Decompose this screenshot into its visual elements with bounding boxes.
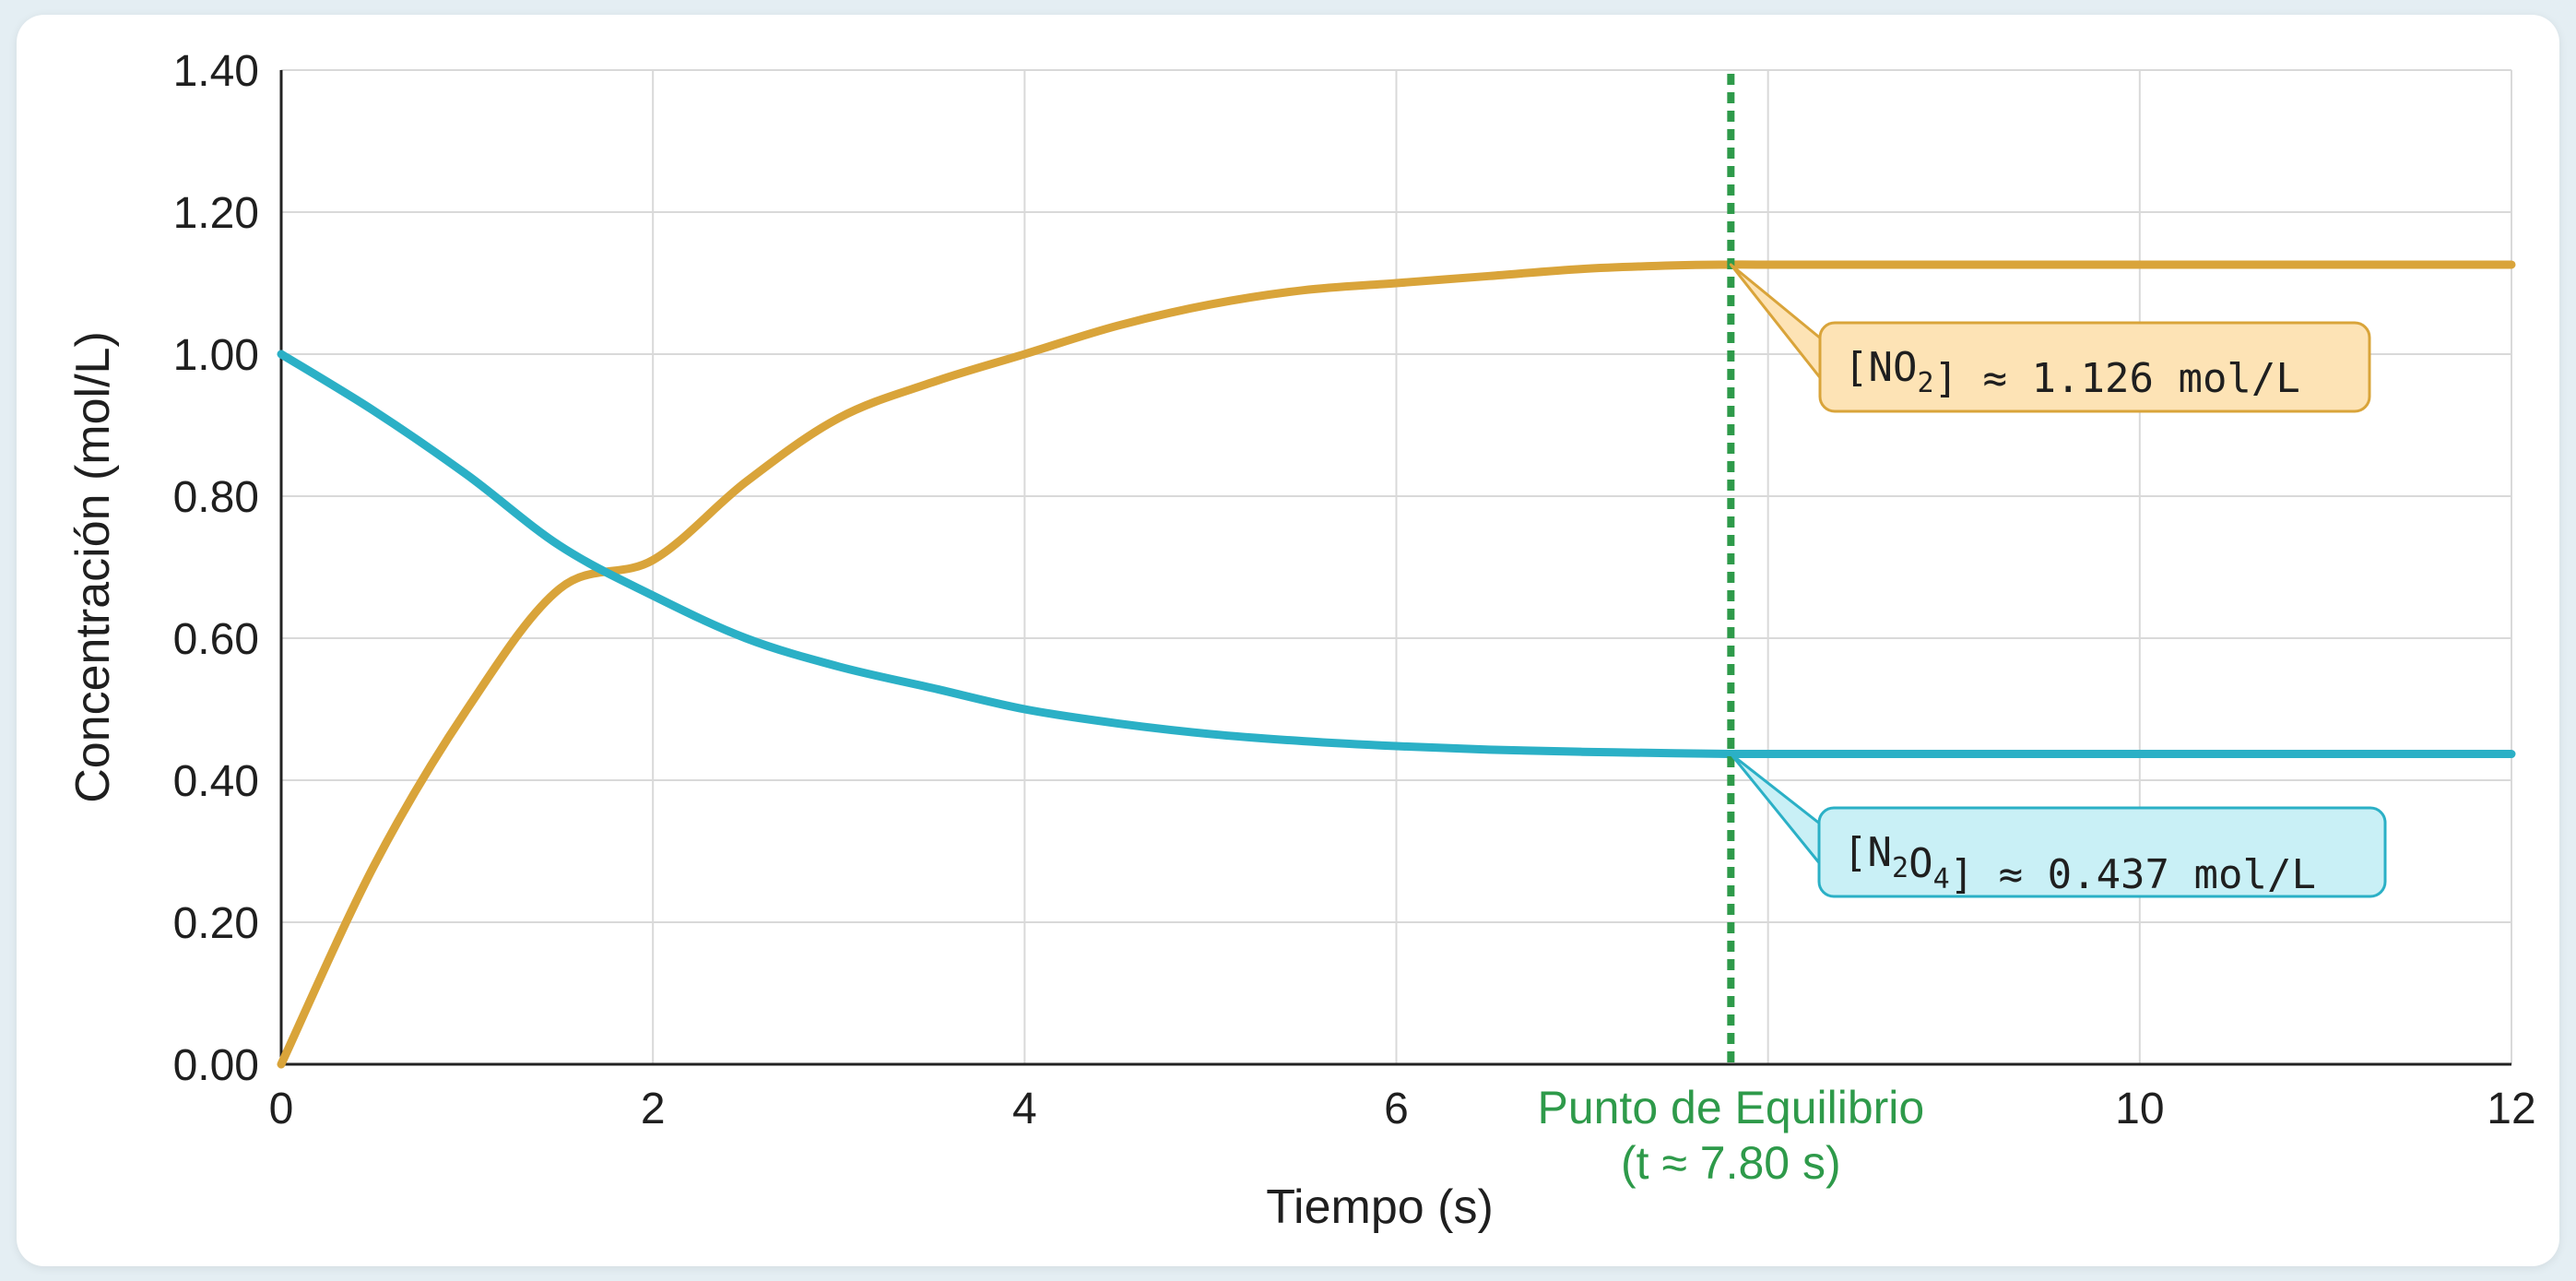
callout-box	[1818, 321, 2371, 413]
callout-0: [NO2] ≈ 1.126 mol/L	[1729, 263, 2371, 413]
series-line-0	[277, 260, 2516, 1069]
x-tick-label: 12	[2487, 1085, 2535, 1133]
callout-pointer	[1729, 263, 1824, 382]
callout-1: [N2O4] ≈ 0.437 mol/L	[1729, 753, 2387, 898]
x-tick-label: 10	[2115, 1085, 2164, 1133]
callout-pointer	[1729, 753, 1823, 867]
x-tick-label: 4	[1012, 1085, 1037, 1133]
axes	[279, 70, 2511, 1066]
y-tick-label: 0.40	[173, 757, 259, 806]
y-tick-label: 0.60	[173, 615, 259, 664]
y-tick-label: 1.00	[173, 331, 259, 380]
y-tick-label: 1.40	[173, 47, 259, 96]
callout-text: [N2O4] ≈ 0.437 mol/L	[1843, 829, 2316, 898]
x-axis-title: Tiempo (s)	[1266, 1180, 1494, 1234]
x-tick-label: 2	[641, 1085, 666, 1133]
y-tick-label: 0.20	[173, 899, 259, 948]
callouts: [NO2] ≈ 1.126 mol/L [N2O4] ≈ 0.437 mol/L	[1729, 263, 2387, 898]
y-tick-label: 0.80	[173, 473, 259, 522]
equilibrium-label-line1: Punto de Equilibrio	[1537, 1082, 1924, 1133]
y-axis-title: Concentración (mol/L)	[66, 331, 120, 803]
callout-box	[1817, 806, 2387, 898]
y-tick-labels: 0.00 0.20 0.40 0.60 0.80 1.00 1.20 1.40	[173, 47, 259, 1090]
equilibrium-marker: Punto de Equilibrio (t ≈ 7.80 s)	[1537, 74, 1924, 1189]
y-tick-label: 0.00	[173, 1041, 259, 1090]
series-lines	[277, 260, 2516, 1069]
x-tick-label: 6	[1384, 1085, 1409, 1133]
series-line-1	[277, 350, 2516, 759]
callout-text: [NO2] ≈ 1.126 mol/L	[1844, 344, 2300, 402]
x-tick-labels: 0 2 4 6 10 12	[269, 1085, 2536, 1133]
x-tick-label: 0	[269, 1085, 294, 1133]
equilibrium-label-line2: (t ≈ 7.80 s)	[1621, 1137, 1841, 1189]
chart-card	[17, 15, 2559, 1266]
y-tick-label: 1.20	[173, 189, 259, 238]
